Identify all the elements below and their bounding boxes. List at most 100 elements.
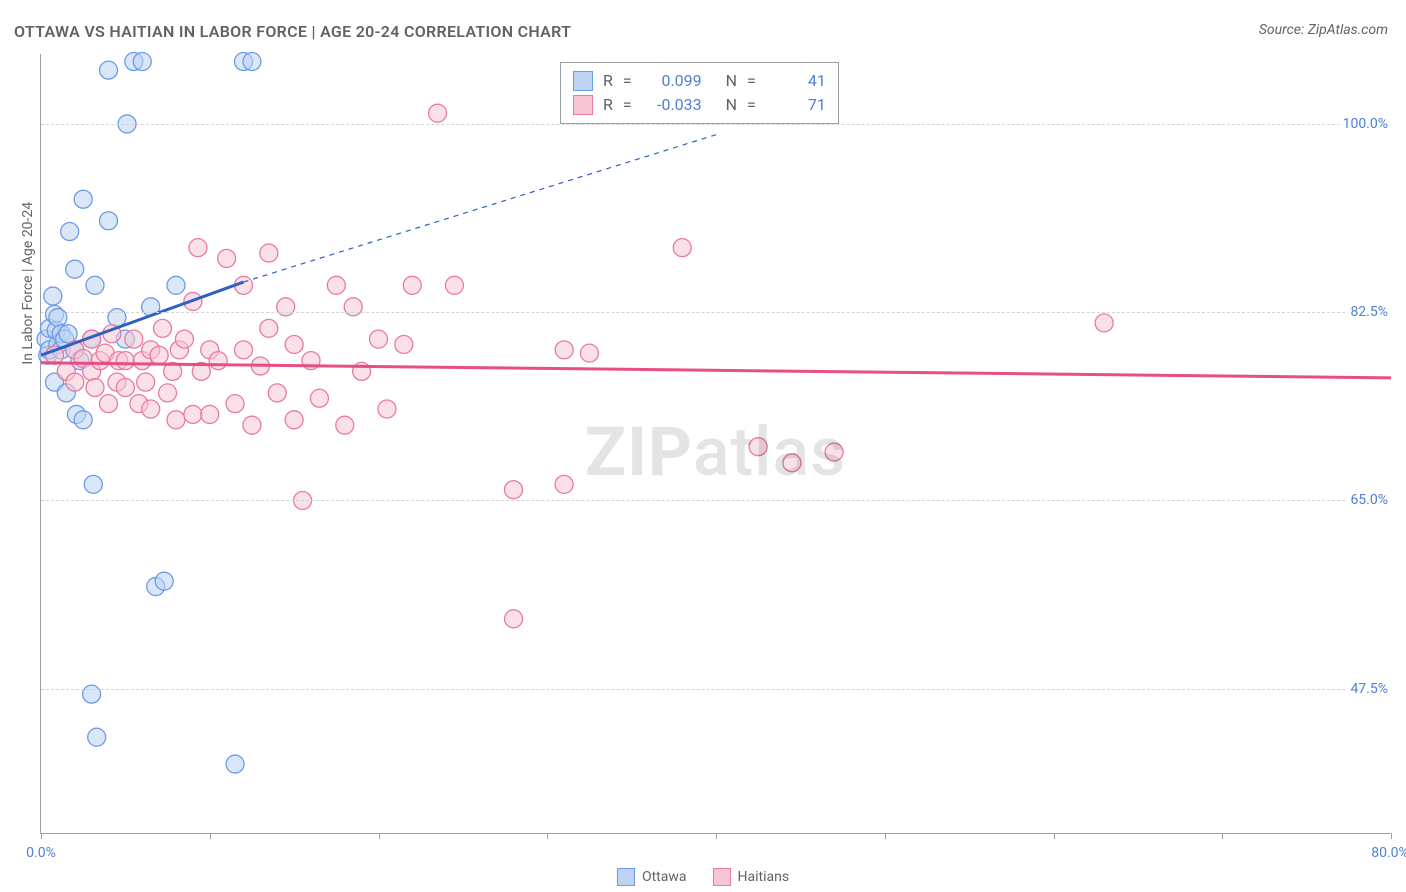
swatch-haitians <box>573 95 593 115</box>
source-attribution: Source: ZipAtlas.com <box>1259 22 1388 38</box>
legend-item-ottawa: Ottawa <box>617 868 687 886</box>
data-point <box>66 373 84 391</box>
data-point <box>66 260 84 278</box>
data-point <box>86 276 104 294</box>
data-point <box>125 330 143 348</box>
legend: Ottawa Haitians <box>617 868 789 886</box>
data-point <box>243 416 261 434</box>
chart-container: OTTAWA VS HAITIAN IN LABOR FORCE | AGE 2… <box>0 0 1406 892</box>
data-point <box>44 287 62 305</box>
x-tick <box>41 833 42 839</box>
data-point <box>116 352 134 370</box>
x-tick <box>210 833 211 839</box>
data-point <box>184 405 202 423</box>
legend-swatch-ottawa <box>617 868 635 886</box>
data-point <box>505 481 523 499</box>
gridline <box>41 500 1390 501</box>
correlation-row-ottawa: R = 0.099 N = 41 <box>573 69 826 93</box>
data-point <box>154 319 172 337</box>
data-point <box>100 212 118 230</box>
data-point <box>429 104 447 122</box>
data-point <box>59 325 77 343</box>
data-point <box>175 330 193 348</box>
data-point <box>189 239 207 257</box>
legend-label-haitians: Haitians <box>737 869 789 885</box>
x-tick <box>379 833 380 839</box>
data-point <box>445 276 463 294</box>
data-point <box>555 341 573 359</box>
data-point <box>285 411 303 429</box>
data-point <box>370 330 388 348</box>
gridline <box>41 124 1390 125</box>
n-value-haitians: 71 <box>766 93 826 117</box>
y-axis-title: In Labor Force | Age 20-24 <box>20 202 36 365</box>
data-point <box>243 53 261 71</box>
data-point <box>825 443 843 461</box>
data-point <box>555 475 573 493</box>
data-point <box>88 728 106 746</box>
r-value-haitians: -0.033 <box>642 93 702 117</box>
x-max-label: 80.0% <box>1371 845 1406 861</box>
data-point <box>86 379 104 397</box>
legend-swatch-haitians <box>712 868 730 886</box>
y-tick-label: 65.0% <box>1346 492 1392 508</box>
data-point <box>505 610 523 628</box>
data-point <box>395 335 413 353</box>
data-point <box>201 405 219 423</box>
x-tick <box>716 833 717 839</box>
x-tick <box>1222 833 1223 839</box>
data-point <box>260 244 278 262</box>
data-point <box>783 454 801 472</box>
data-point <box>327 276 345 294</box>
data-point <box>235 341 253 359</box>
n-value-ottawa: 41 <box>766 69 826 93</box>
legend-label-ottawa: Ottawa <box>642 869 687 885</box>
y-tick-label: 47.5% <box>1346 681 1392 697</box>
legend-item-haitians: Haitians <box>712 868 789 886</box>
data-point <box>403 276 421 294</box>
correlation-box: R = 0.099 N = 41 R = -0.033 N = 71 <box>560 62 839 124</box>
y-tick-label: 100.0% <box>1339 116 1392 132</box>
correlation-row-haitians: R = -0.033 N = 71 <box>573 93 826 117</box>
regression-line <box>41 363 1391 378</box>
data-point <box>61 223 79 241</box>
data-point <box>155 572 173 590</box>
swatch-ottawa <box>573 71 593 91</box>
gridline <box>41 312 1390 313</box>
data-point <box>74 411 92 429</box>
plot-area: ZIPatlas 47.5%65.0%82.5%100.0%0.0%80.0% <box>40 54 1390 834</box>
data-point <box>285 335 303 353</box>
data-point <box>749 438 767 456</box>
x-tick <box>1391 833 1392 839</box>
data-point <box>133 53 151 71</box>
data-point <box>100 395 118 413</box>
data-point <box>673 239 691 257</box>
data-point <box>310 389 328 407</box>
data-point <box>167 411 185 429</box>
data-point <box>260 319 278 337</box>
r-value-ottawa: 0.099 <box>642 69 702 93</box>
data-point <box>116 379 134 397</box>
data-point <box>226 395 244 413</box>
data-point <box>74 190 92 208</box>
data-point <box>336 416 354 434</box>
data-point <box>378 400 396 418</box>
data-point <box>226 755 244 773</box>
x-origin-label: 0.0% <box>26 845 56 861</box>
data-point <box>142 400 160 418</box>
data-point <box>150 346 168 364</box>
data-point <box>1095 314 1113 332</box>
data-point <box>218 249 236 267</box>
data-point <box>159 384 177 402</box>
chart-title: OTTAWA VS HAITIAN IN LABOR FORCE | AGE 2… <box>14 22 571 41</box>
data-point <box>268 384 286 402</box>
regression-dashed <box>244 135 717 282</box>
gridline <box>41 689 1390 690</box>
scatter-plot-svg <box>41 54 1390 833</box>
x-tick <box>547 833 548 839</box>
data-point <box>209 352 227 370</box>
y-tick-label: 82.5% <box>1346 304 1392 320</box>
x-tick <box>885 833 886 839</box>
data-point <box>580 344 598 362</box>
data-point <box>84 475 102 493</box>
